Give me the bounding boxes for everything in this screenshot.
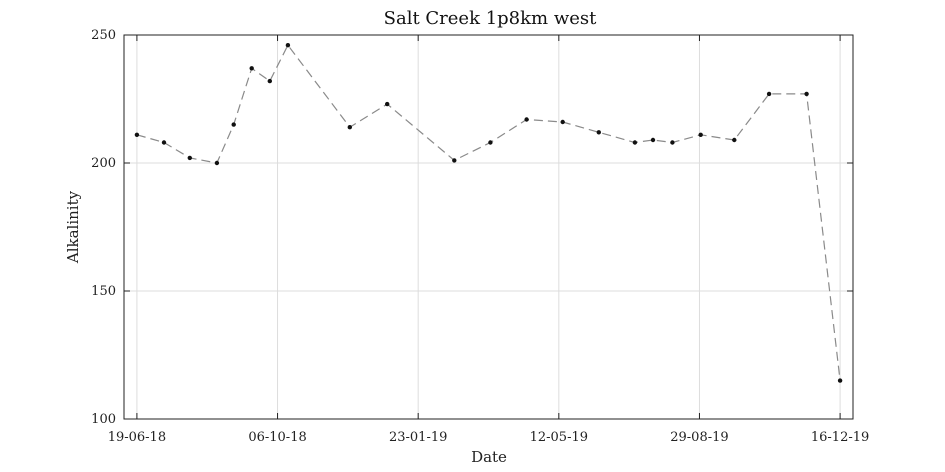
data-point xyxy=(766,91,772,97)
x-tick-label: 19-06-18 xyxy=(108,430,166,445)
y-tick-label: 100 xyxy=(91,412,116,427)
y-tick-label: 150 xyxy=(91,284,116,299)
y-axis-label: Alkalinity xyxy=(64,190,82,264)
y-tick-labels: 100 150 200 250 xyxy=(91,28,116,427)
data-point xyxy=(285,43,291,48)
data-point xyxy=(837,378,843,383)
data-point xyxy=(214,160,220,166)
data-point xyxy=(347,125,352,130)
data-points xyxy=(134,43,843,383)
chart-title: Salt Creek 1p8km west xyxy=(384,8,598,29)
y-tick-label: 200 xyxy=(91,156,116,171)
data-point xyxy=(452,158,457,163)
data-point xyxy=(732,137,737,143)
data-point xyxy=(231,122,236,127)
data-point xyxy=(596,130,601,135)
data-point xyxy=(632,140,638,145)
plot-frame xyxy=(123,34,854,420)
data-point xyxy=(698,132,703,137)
x-tick-label: 12-05-19 xyxy=(530,430,588,445)
x-tick-label: 16-12-19 xyxy=(811,430,869,445)
x-tick-label: 06-10-18 xyxy=(248,430,306,445)
data-point xyxy=(249,66,254,71)
data-point xyxy=(161,140,167,145)
data-point xyxy=(524,117,529,122)
data-point xyxy=(650,137,656,143)
series-line xyxy=(136,44,841,381)
x-tick-labels: 19-06-18 06-10-18 23-01-19 12-05-19 29-08-19… xyxy=(108,430,870,445)
data-point xyxy=(488,140,493,145)
data-point xyxy=(267,78,272,84)
data-point xyxy=(187,155,192,161)
axis-ticks xyxy=(124,34,853,420)
grid-lines xyxy=(124,34,853,420)
x-axis-label: Date xyxy=(471,448,507,466)
data-point xyxy=(804,91,809,97)
y-tick-label: 250 xyxy=(91,28,116,43)
x-tick-label: 29-08-19 xyxy=(670,430,728,445)
x-tick-label: 23-01-19 xyxy=(389,430,447,445)
data-point xyxy=(670,140,675,145)
data-point xyxy=(385,101,390,107)
data-point xyxy=(560,119,565,125)
data-point xyxy=(134,132,140,137)
